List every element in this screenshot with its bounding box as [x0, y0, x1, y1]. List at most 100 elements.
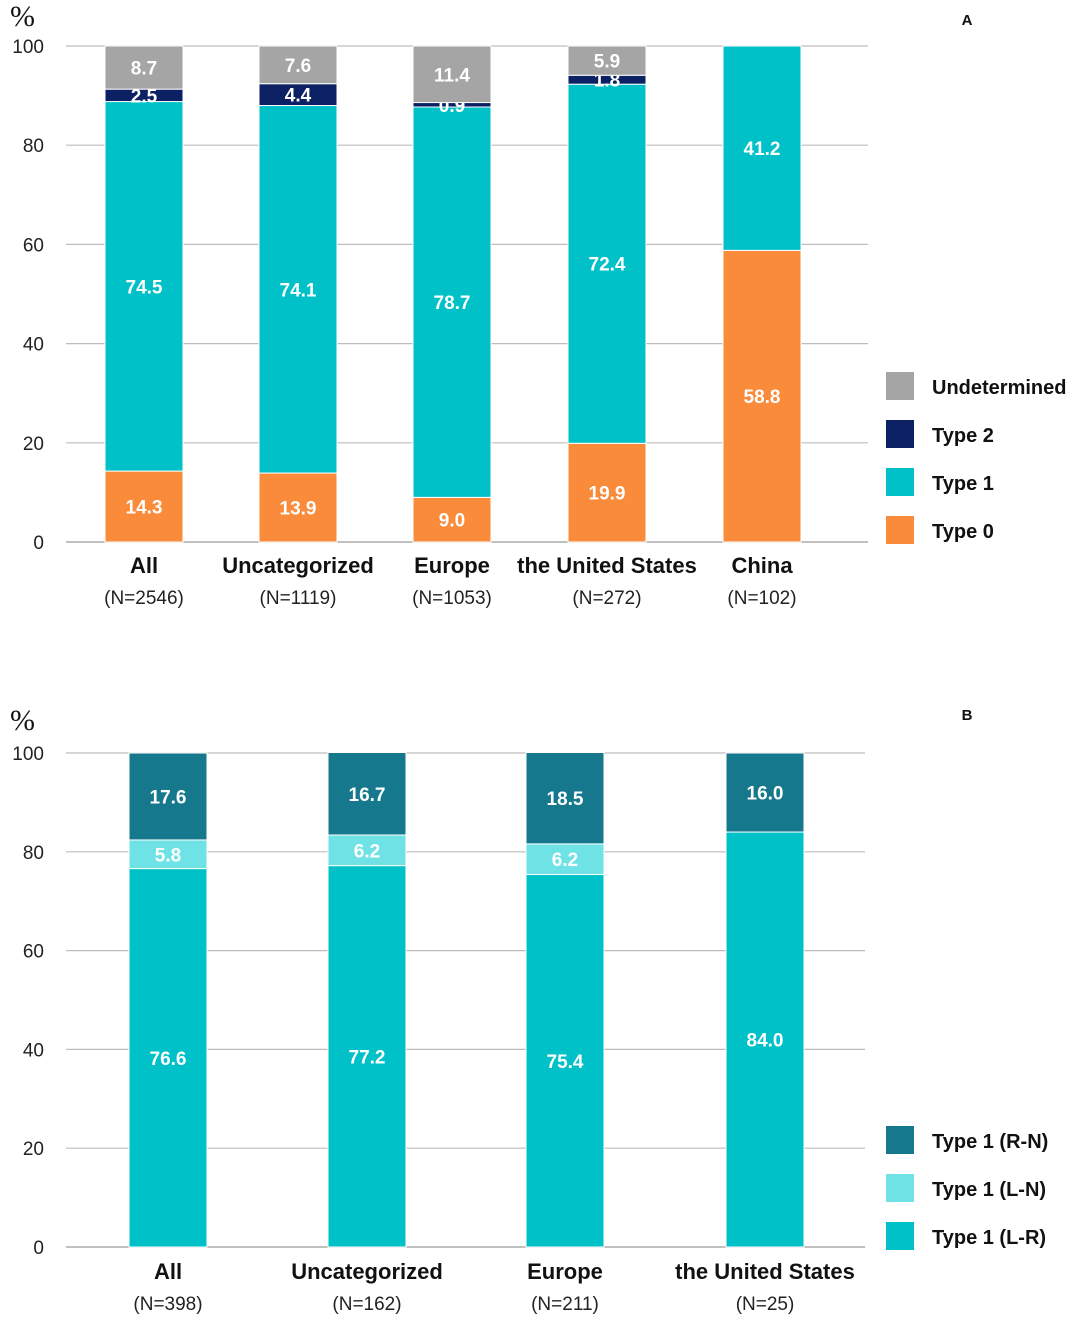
chart-b-legend-type-1-l-r-label: Type 1 (L-R): [932, 1227, 1046, 1249]
chart-b-y-tick-label: 80: [23, 843, 44, 864]
chart-a-bar-undetermined: [258, 45, 338, 85]
chart-a-data-label: 1.8: [594, 71, 620, 92]
chart-b-panel: 0 20 40 60 80 100% B 76.6 5.8 17.6 All (N=398) 77.2 6…: [10, 704, 1048, 1315]
chart-a-y-tick-label: 60: [23, 235, 44, 256]
chart-a-y-tick-label: 40: [23, 335, 44, 356]
chart-a-bar-type-0: [104, 470, 184, 543]
chart-a-data-label: 8.7: [131, 59, 157, 80]
chart-b-category-n: (N=162): [332, 1294, 401, 1315]
chart-b-data-label: 16.7: [349, 785, 386, 806]
chart-a-category-label: Europe: [414, 553, 490, 578]
chart-a-bar-type-0: [722, 249, 802, 543]
chart-a-data-label: 74.1: [280, 280, 317, 301]
chart-b-bar-type-1-l-n: [525, 843, 605, 876]
chart-a-legend-type-0-label: Type 0: [932, 521, 994, 543]
chart-a-category-n: (N=272): [572, 588, 641, 609]
chart-b-data-label: 84.0: [747, 1031, 784, 1052]
chart-b-category-label: Uncategorized: [291, 1259, 443, 1284]
chart-a-bar-type-1: [258, 105, 338, 474]
chart-a-category-n: (N=1053): [412, 588, 492, 609]
chart-a-bar-type-1: [722, 45, 802, 251]
chart-a-category-label: the United States: [517, 553, 697, 578]
chart-a-category-n: (N=1119): [260, 588, 337, 609]
chart-a-category-label: China: [731, 553, 793, 578]
chart-a-data-label: 9.0: [439, 511, 465, 532]
chart-b-legend-type-1-r-n-label: Type 1 (R-N): [932, 1131, 1048, 1153]
chart-b-bar-type-1-l-r: [725, 831, 805, 1248]
chart-a-category-label: All: [130, 553, 158, 578]
chart-a-bar-type-1: [104, 101, 184, 472]
chart-b-bar-type-1-l-r: [128, 868, 208, 1248]
chart-b-bar-type-1-r-n: [128, 752, 208, 841]
chart-b-y-tick-label: 0: [33, 1238, 44, 1259]
chart-a-legend-type-0-swatch: [886, 516, 914, 544]
chart-a-bar-type-1: [412, 106, 492, 498]
chart-b-y-tick-label: 40: [23, 1040, 44, 1061]
chart-a-data-label: 4.4: [285, 86, 312, 107]
chart-a-y-tick-label: 20: [23, 434, 44, 455]
chart-a-bar-undetermined: [104, 45, 184, 90]
chart-b-y-tick-label: 60: [23, 942, 44, 963]
chart-a-data-label: 11.4: [434, 65, 470, 86]
chart-a-bar-type-0: [412, 496, 492, 543]
chart-a-category-n: (N=2546): [104, 588, 184, 609]
chart-b-data-label: 6.2: [354, 841, 380, 862]
chart-a-data-label: 72.4: [589, 255, 626, 276]
chart-a-panel: 0 20 40 60 80 100% A 14.3 74.5 2.5 8.7 All (N=2546) 1…: [10, 0, 1066, 609]
chart-b-legend-type-1-l-n-swatch: [886, 1174, 914, 1202]
chart-b-bar-type-1-l-n: [327, 834, 407, 867]
chart-b-y-axis-unit: %: [10, 704, 35, 737]
chart-b-category-n: (N=211): [531, 1294, 599, 1315]
chart-b-y-tick-label: 100: [12, 744, 44, 765]
chart-a-y-axis-unit: %: [10, 0, 35, 33]
chart-b-data-label: 17.6: [150, 787, 187, 808]
chart-b-panel-label: B: [962, 707, 973, 724]
chart-b-bar-type-1-l-r: [327, 865, 407, 1248]
chart-b-data-label: 18.5: [547, 789, 584, 810]
chart-b-data-label: 6.2: [552, 850, 578, 871]
chart-b-category-n: (N=25): [736, 1294, 795, 1315]
chart-a-panel-label: A: [962, 12, 973, 29]
chart-b-legend-type-1-l-r-swatch: [886, 1222, 914, 1250]
chart-b-data-label: 75.4: [547, 1052, 584, 1073]
chart-a-legend-undetermined-label: Undetermined: [932, 377, 1066, 399]
chart-b-data-label: 76.6: [150, 1049, 187, 1070]
chart-b-category-label: the United States: [675, 1259, 855, 1284]
chart-b-legend-type-1-l-n-label: Type 1 (L-N): [932, 1179, 1046, 1201]
chart-a-category-n: (N=102): [727, 588, 796, 609]
chart-b-bar-type-1-r-n: [525, 752, 605, 845]
chart-b-y-tick-label: 20: [23, 1139, 44, 1160]
chart-a-data-label: 7.6: [285, 56, 311, 77]
chart-a-data-label: 41.2: [744, 139, 781, 160]
chart-a-y-tick-label: 0: [33, 533, 44, 554]
chart-a-bar-type-0: [258, 472, 338, 543]
chart-a-bar-undetermined: [567, 45, 647, 76]
chart-b-category-label: All: [154, 1259, 182, 1284]
chart-a-legend-type-1-label: Type 1: [932, 473, 994, 495]
chart-b-category-n: (N=398): [133, 1294, 202, 1315]
chart-a-legend-undetermined-swatch: [886, 372, 914, 400]
chart-a-data-label: 78.7: [434, 293, 471, 314]
chart-b-bar-type-1-l-n: [128, 839, 208, 870]
chart-a-y-tick-label: 100: [12, 37, 44, 58]
chart-a-data-label: 14.3: [126, 498, 163, 519]
chart-a-bar-undetermined: [412, 45, 492, 104]
chart-a-data-label: 58.8: [744, 387, 781, 408]
chart-a-legend-type-2-label: Type 2: [932, 425, 994, 447]
chart-a-data-label: 13.9: [280, 499, 317, 520]
chart-a-data-label: 19.9: [589, 484, 626, 505]
chart-a-data-label: 2.5: [131, 86, 158, 107]
chart-b-bar-type-1-l-r: [525, 874, 605, 1248]
chart-a-bar-type-0: [567, 442, 647, 543]
chart-b-bar-type-1-r-n: [327, 752, 407, 836]
chart-b-category-label: Europe: [527, 1259, 603, 1284]
chart-b-bar-type-1-r-n: [725, 752, 805, 833]
chart-a-legend-type-2-swatch: [886, 420, 914, 448]
chart-b-data-label: 5.8: [155, 845, 181, 866]
chart-b-data-label: 16.0: [747, 784, 784, 805]
chart-a-bar-type-1: [567, 83, 647, 444]
chart-a-data-label: 74.5: [126, 277, 163, 298]
chart-b-data-label: 77.2: [349, 1047, 386, 1068]
chart-a-legend-type-1-swatch: [886, 468, 914, 496]
